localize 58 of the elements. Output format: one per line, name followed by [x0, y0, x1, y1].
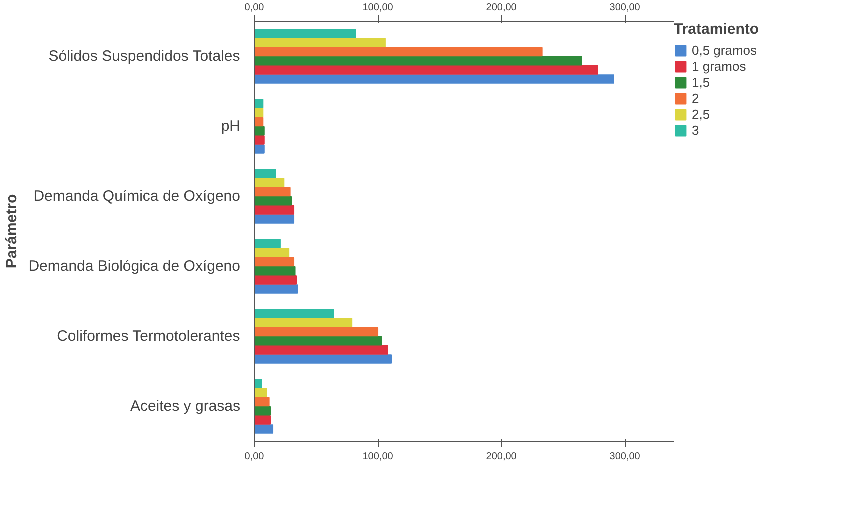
bar — [254, 406, 272, 416]
x-tick-label: 100,00 — [362, 2, 394, 14]
bar — [254, 248, 290, 258]
bar — [254, 415, 272, 425]
bar — [254, 169, 276, 178]
bar — [254, 239, 281, 248]
bar — [254, 65, 598, 75]
bar — [254, 336, 382, 346]
bar — [254, 187, 291, 197]
bar — [254, 318, 353, 328]
legend-label: 3 — [692, 123, 700, 138]
bar — [254, 135, 265, 145]
y-tick-label: Sólidos Suspendidos Totales — [48, 48, 240, 65]
x2-tick-label: 200,00 — [486, 452, 518, 462]
x2-tick-label: 0,00 — [244, 452, 265, 462]
bar — [254, 47, 543, 57]
bar — [254, 266, 296, 276]
bar — [254, 108, 264, 118]
bar — [254, 178, 285, 188]
x2-tick-label: 100,00 — [362, 452, 394, 462]
x-tick-label: 200,00 — [486, 2, 518, 14]
legend-label: 0,5 gramos — [692, 43, 758, 58]
bar — [254, 117, 264, 127]
y-tick-label: pH — [221, 118, 241, 135]
legend-title: Tratamiento — [674, 21, 760, 38]
bar — [254, 354, 392, 364]
y-axis-title: Parámetro — [4, 194, 21, 269]
bar — [254, 388, 268, 398]
bar — [254, 205, 295, 215]
y-tick-label: Demanda Biológica de Oxígeno — [28, 258, 241, 275]
bar — [254, 327, 379, 337]
legend-label: 2,5 — [692, 107, 712, 122]
bar — [254, 257, 295, 267]
x2-tick-label: 300,00 — [610, 452, 641, 462]
legend-label: 2 — [692, 91, 700, 106]
y-tick-label: Aceites y grasas — [130, 398, 240, 415]
bar — [254, 144, 265, 154]
bar — [254, 196, 292, 206]
bar — [254, 74, 614, 84]
bar — [254, 424, 274, 434]
y-tick-label: Demanda Química de Oxígeno — [34, 188, 241, 205]
x-tick-label: 0,00 — [244, 2, 265, 14]
bar — [254, 126, 265, 136]
bar — [254, 397, 270, 407]
legend-label: 1 gramos — [692, 59, 746, 74]
bar — [254, 284, 298, 294]
y-tick-label: Coliformes Termotolerantes — [57, 328, 240, 345]
bar — [254, 29, 356, 38]
legend-label: 1,5 — [692, 75, 712, 90]
bar — [254, 379, 262, 388]
bar — [254, 214, 295, 224]
bar — [254, 38, 386, 48]
bar — [254, 99, 264, 108]
bar — [254, 275, 297, 285]
bar — [254, 56, 582, 66]
bar — [254, 345, 388, 355]
x-tick-label: 300,00 — [610, 2, 641, 14]
bar — [254, 309, 334, 318]
